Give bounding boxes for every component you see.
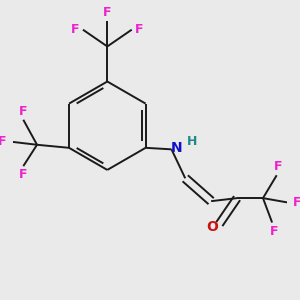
Text: H: H: [187, 135, 197, 148]
Text: F: F: [71, 23, 80, 36]
Text: N: N: [171, 141, 183, 155]
Text: F: F: [293, 196, 300, 209]
Text: F: F: [0, 135, 7, 148]
Text: F: F: [19, 168, 28, 181]
Text: F: F: [19, 105, 28, 118]
Text: O: O: [206, 220, 218, 234]
Text: F: F: [135, 23, 144, 36]
Text: F: F: [103, 5, 112, 19]
Text: F: F: [269, 224, 278, 238]
Text: F: F: [274, 160, 283, 173]
